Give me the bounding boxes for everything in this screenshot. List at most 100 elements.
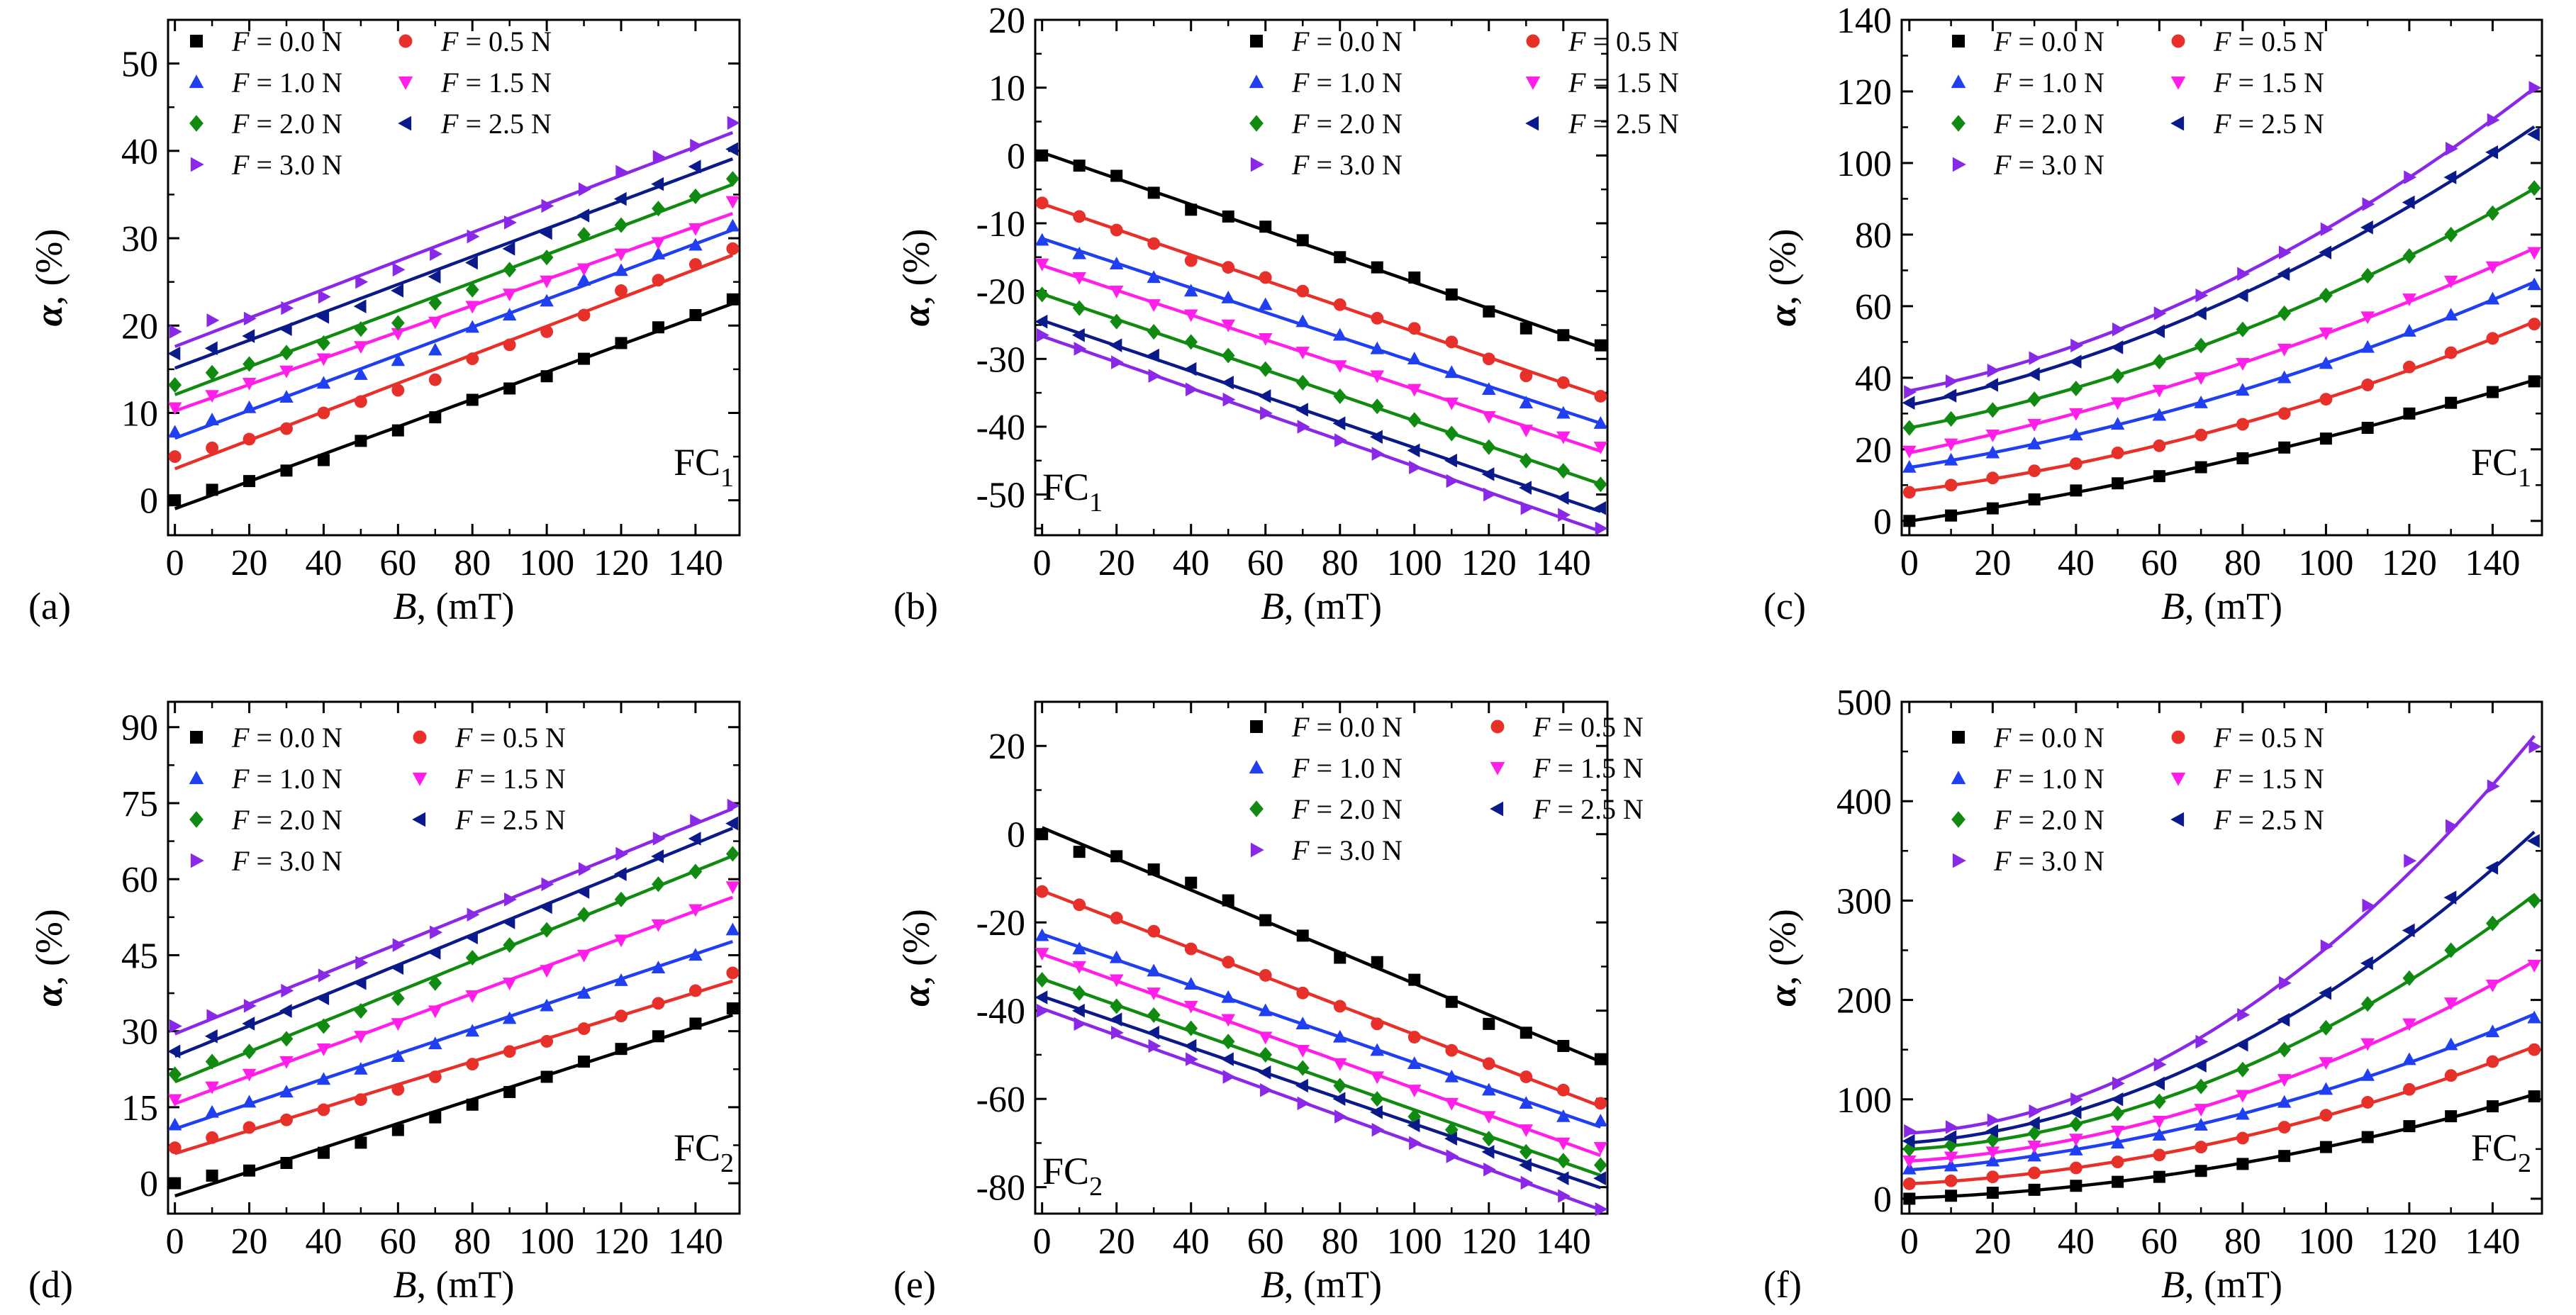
data-point xyxy=(2319,432,2332,445)
data-point xyxy=(1945,1120,1958,1134)
x-axis-var: B xyxy=(2161,585,2185,627)
y-tick-label: 0 xyxy=(1873,502,1892,542)
chart-panel-2: 0 20 40 60 80 100 120 14020100-10-20-30-40-50B,… xyxy=(893,1,1679,627)
data-point xyxy=(2277,305,2291,322)
data-point xyxy=(688,948,703,961)
legend-value: = 0.0 N xyxy=(249,26,342,57)
legend-label: F = 2.0 N xyxy=(1291,793,1403,825)
data-point xyxy=(1183,284,1198,297)
legend-label: F = 2.0 N xyxy=(231,108,342,140)
data-point xyxy=(317,1103,330,1117)
material-label-main: FC xyxy=(1042,466,1089,508)
data-point xyxy=(1222,210,1234,223)
data-point xyxy=(1259,1046,1273,1063)
legend-var: F xyxy=(1993,149,2012,181)
legend-var: F xyxy=(440,108,459,140)
data-point xyxy=(652,150,666,164)
data-point xyxy=(652,1030,664,1043)
data-point xyxy=(1445,288,1458,301)
data-point xyxy=(391,1124,404,1136)
data-point xyxy=(465,930,478,945)
legend-marker xyxy=(1951,74,1966,89)
data-point xyxy=(169,1019,182,1034)
data-point xyxy=(2361,422,2374,435)
x-tick-label: 120 xyxy=(593,1221,649,1262)
legend-var: F xyxy=(1993,108,2012,140)
x-tick-label: 60 xyxy=(2141,543,2178,583)
data-point xyxy=(652,274,665,287)
y-tick-label: -50 xyxy=(976,476,1025,516)
data-point xyxy=(1370,430,1383,444)
data-point xyxy=(430,247,442,262)
data-point xyxy=(1483,487,1496,502)
data-point xyxy=(2360,267,2375,284)
data-point xyxy=(242,1043,256,1060)
fit-line xyxy=(1909,280,2536,469)
data-point xyxy=(577,227,591,243)
data-point xyxy=(2069,1134,2083,1147)
fit-line xyxy=(1041,292,1602,486)
data-point xyxy=(317,454,330,466)
legend-value: = 0.5 N xyxy=(1585,26,1678,57)
data-point xyxy=(1184,942,1198,956)
legend-value: = 2.5 N xyxy=(1550,793,1643,825)
data-point xyxy=(2027,437,2041,449)
series-2 xyxy=(168,242,740,471)
data-point xyxy=(316,376,331,389)
legend-marker xyxy=(1951,811,1966,828)
data-point xyxy=(1444,1131,1457,1146)
data-point xyxy=(1944,1130,1957,1144)
fit-line xyxy=(1909,734,2536,1135)
data-point xyxy=(1408,272,1421,284)
series-5 xyxy=(1035,286,1607,493)
data-point xyxy=(2403,1120,2416,1133)
x-tick-label: 140 xyxy=(1536,543,1591,583)
data-point xyxy=(503,262,517,278)
data-point xyxy=(242,1017,255,1031)
data-point xyxy=(1409,460,1422,475)
data-point xyxy=(1222,894,1234,907)
data-point xyxy=(1407,352,1422,364)
series-4 xyxy=(1902,959,2541,1168)
x-tick-label: 100 xyxy=(1387,1221,1442,1262)
x-tick-label: 100 xyxy=(519,1221,574,1262)
data-point xyxy=(1482,1057,1495,1070)
legend-var: F xyxy=(231,149,250,181)
data-point xyxy=(2443,997,2458,1010)
data-point xyxy=(1035,233,1049,246)
data-point xyxy=(1037,1003,1049,1018)
legend-label: F = 0.0 N xyxy=(1993,26,2104,57)
data-point xyxy=(2444,942,2458,958)
data-point xyxy=(1407,1118,1420,1133)
series-1 xyxy=(1036,149,1607,352)
x-tick-label: 20 xyxy=(1098,1221,1135,1262)
legend-var: F xyxy=(440,67,459,99)
x-axis-title: B, (mT) xyxy=(1261,585,1382,627)
legend-var: F xyxy=(1291,26,1310,57)
data-point xyxy=(2277,370,2292,384)
data-point xyxy=(1904,1124,1917,1138)
data-point xyxy=(578,862,591,876)
data-point xyxy=(1557,1039,1570,1052)
x-axis-title: B, (mT) xyxy=(394,585,515,627)
data-point xyxy=(1483,1162,1496,1177)
legend-value: = 3.0 N xyxy=(2011,149,2104,181)
data-point xyxy=(1148,1039,1161,1053)
data-point xyxy=(2193,306,2207,320)
legend-marker xyxy=(1526,34,1540,48)
data-point xyxy=(1147,1026,1159,1040)
data-point xyxy=(1407,1085,1422,1097)
data-point xyxy=(1445,995,1458,1008)
data-point xyxy=(2443,170,2457,184)
legend-label: F = 0.0 N xyxy=(231,26,342,57)
fit-line xyxy=(174,854,734,1084)
legend-marker xyxy=(189,115,203,132)
y-axis-var: α xyxy=(895,985,937,1007)
legend-marker xyxy=(2170,116,2185,131)
material-label: FC1 xyxy=(674,441,734,493)
legend-var: F xyxy=(1993,67,2012,99)
data-point xyxy=(1295,1078,1308,1093)
data-point xyxy=(1407,384,1422,397)
